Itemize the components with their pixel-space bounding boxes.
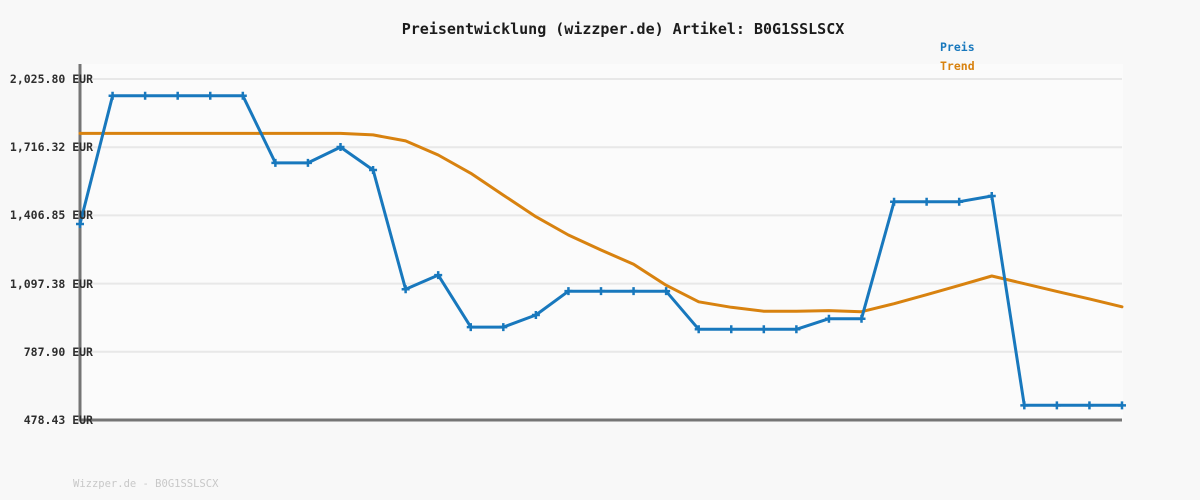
data-point-marker	[76, 219, 84, 228]
data-point-marker	[336, 143, 345, 152]
data-point-marker	[369, 165, 378, 174]
data-point-marker	[1118, 401, 1126, 410]
data-point-marker	[466, 323, 475, 332]
data-point-marker	[401, 285, 410, 294]
y-tick-label: 1,097.38 EUR	[9, 276, 93, 291]
data-point-marker	[173, 91, 182, 100]
legend-item-trend: Trend	[940, 59, 975, 73]
data-point-marker	[597, 287, 605, 296]
data-point-marker	[824, 314, 833, 323]
y-tick-label: 2,025.80 EUR	[9, 72, 93, 86]
chart-title: Preisentwicklung (wizzper.de) Artikel: B…	[401, 20, 845, 38]
data-point-marker	[759, 325, 768, 334]
legend-item-preis: Preis	[940, 40, 975, 54]
y-tick-label: 1,406.85 EUR	[9, 208, 93, 223]
data-point-marker	[434, 271, 443, 280]
series-line-trend	[78, 131, 1124, 314]
watermark-text: Wizzper.de - B0G1SSLSCX	[73, 478, 219, 490]
data-point-marker	[1085, 401, 1094, 410]
data-point-marker	[238, 91, 247, 100]
data-point-marker	[890, 197, 899, 206]
data-point-marker	[271, 158, 280, 167]
data-point-marker	[694, 325, 703, 334]
data-point-marker	[857, 314, 866, 323]
data-point-marker	[303, 158, 312, 167]
data-point-marker	[955, 197, 964, 206]
chart-legend: Preis Trend	[940, 40, 975, 78]
data-point-marker	[987, 191, 996, 200]
y-tick-label: 478.43 EUR	[23, 413, 93, 427]
data-point-marker	[499, 323, 508, 332]
plot-area	[79, 64, 1123, 421]
y-tick-label: 1,716.32 EUR	[9, 140, 93, 155]
data-point-marker	[662, 287, 671, 296]
y-tick-label: 787.90 EUR	[23, 344, 93, 359]
data-point-marker	[922, 197, 931, 206]
data-point-marker	[727, 325, 736, 334]
data-point-marker	[141, 91, 150, 100]
data-point-marker	[1020, 401, 1029, 410]
data-point-marker	[792, 325, 801, 334]
data-point-marker	[206, 91, 215, 100]
data-point-marker	[564, 287, 573, 296]
data-point-marker	[531, 310, 540, 319]
data-point-marker	[108, 91, 117, 100]
data-point-marker	[629, 287, 638, 296]
data-point-marker	[1052, 401, 1061, 410]
